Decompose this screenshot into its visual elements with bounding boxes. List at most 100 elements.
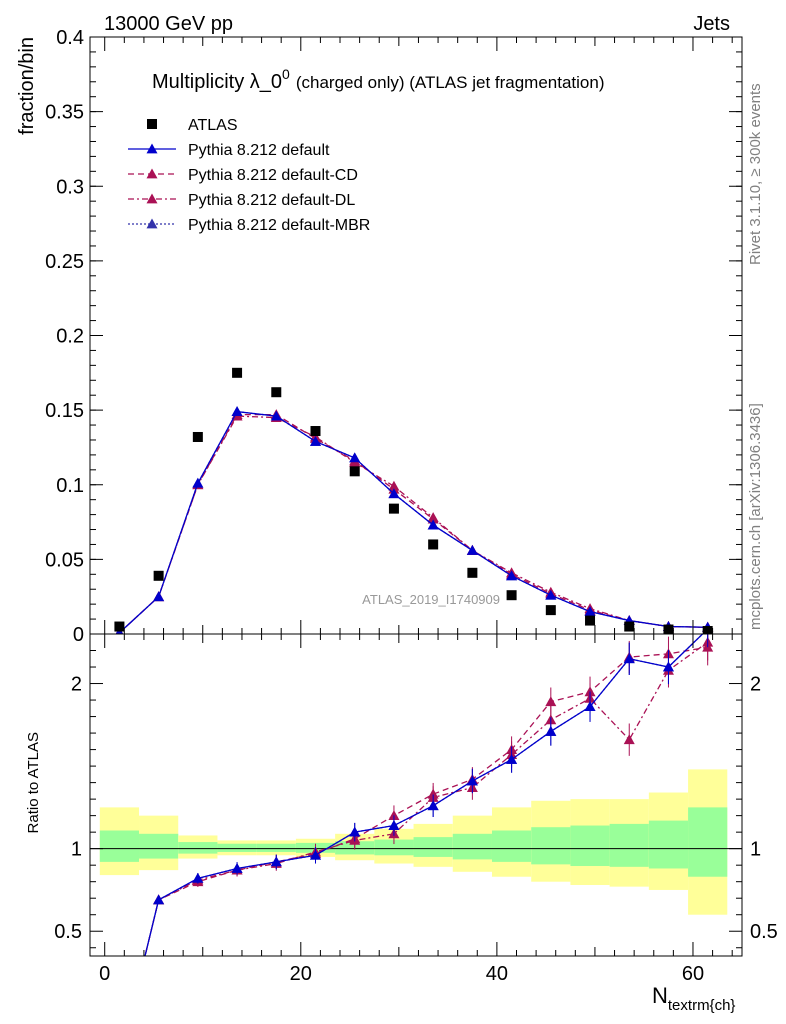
ratio-ytick-label-right: 2 bbox=[750, 674, 761, 696]
ratio-ylabel: Ratio to ATLAS bbox=[25, 732, 42, 833]
ratio-point-cd bbox=[427, 788, 439, 799]
main-point-atlas bbox=[388, 503, 399, 514]
ratio-point-cd bbox=[388, 810, 400, 821]
main-point-atlas bbox=[271, 387, 282, 398]
main-point-default bbox=[231, 406, 243, 417]
ratio-ytick-label-left: 1 bbox=[71, 839, 82, 861]
main-point-default bbox=[192, 477, 204, 488]
band-inner-bin bbox=[139, 833, 179, 859]
main-point-atlas bbox=[349, 466, 360, 477]
band-inner-bin bbox=[648, 820, 689, 869]
legend-label-dl: Pythia 8.212 default-DL bbox=[188, 192, 355, 209]
band-inner-bin bbox=[570, 825, 610, 867]
legend-label-cd: Pythia 8.212 default-CD bbox=[188, 167, 358, 184]
legend-label-atlas: ATLAS bbox=[188, 117, 238, 134]
main-point-atlas bbox=[310, 426, 321, 437]
main-line-default bbox=[118, 410, 708, 634]
band-inner-bin bbox=[531, 827, 571, 865]
header-right: Jets bbox=[693, 13, 730, 35]
legend: ATLAS Pythia 8.212 default Pythia 8.212 de… bbox=[128, 117, 370, 234]
main-ytick-label: 0.4 bbox=[56, 27, 84, 49]
main-point-atlas bbox=[192, 431, 203, 442]
chart-title-rest: (charged only) (ATLAS jet fragmentation) bbox=[296, 73, 605, 92]
legend-marker-dl bbox=[146, 193, 158, 204]
main-point-default bbox=[349, 452, 361, 463]
ratio-xtick-label: 0 bbox=[99, 963, 110, 985]
main-ytick-label: 0 bbox=[73, 624, 84, 646]
ratio-series bbox=[144, 634, 714, 956]
main-ytick-label: 0.25 bbox=[45, 251, 84, 273]
legend-label-default: Pythia 8.212 default bbox=[188, 142, 330, 159]
ratio-xtick-label: 60 bbox=[682, 963, 704, 985]
legend-marker-atlas bbox=[147, 119, 157, 129]
ratio-line-default bbox=[144, 634, 704, 956]
band-inner-bin bbox=[452, 833, 492, 860]
main-point-default bbox=[506, 570, 518, 581]
ratio-point-default bbox=[349, 826, 361, 837]
main-series bbox=[114, 367, 714, 634]
chart-title-main: Multiplicity λ_0 bbox=[152, 71, 282, 93]
main-point-default bbox=[545, 589, 557, 600]
chart-title-sup: 0 bbox=[282, 66, 290, 82]
analysis-watermark: ATLAS_2019_I1740909 bbox=[362, 592, 500, 607]
ratio-point-dl bbox=[623, 734, 635, 745]
ratio-ytick-label-right: 1 bbox=[750, 839, 761, 861]
band-inner-bin bbox=[99, 830, 140, 862]
ratio-bands bbox=[90, 769, 742, 915]
ratio-point-default bbox=[662, 661, 674, 672]
main-point-default bbox=[270, 410, 282, 421]
main-line-cd bbox=[118, 413, 708, 634]
band-inner-bin bbox=[688, 807, 728, 877]
main-point-atlas bbox=[545, 605, 556, 616]
ratio-point-default bbox=[545, 725, 557, 736]
mcplots-label: mcplots.cern.ch [arXiv:1306.3436] bbox=[747, 403, 764, 630]
chart-title: Multiplicity λ_00 (charged only) (ATLAS j… bbox=[152, 66, 605, 93]
ratio-frame bbox=[89, 633, 743, 957]
band-inner-bin bbox=[374, 839, 414, 856]
ratio-xtick-label: 40 bbox=[486, 963, 508, 985]
main-point-atlas bbox=[467, 567, 478, 578]
main-point-atlas bbox=[506, 590, 517, 601]
ratio-point-default bbox=[192, 872, 204, 883]
band-inner-bin bbox=[178, 842, 218, 854]
ratio-point-default bbox=[153, 894, 165, 905]
main-point-default bbox=[584, 606, 596, 617]
ratio-xlabel-sub: textrm{ch} bbox=[668, 997, 736, 1014]
ratio-point-default bbox=[466, 775, 478, 786]
main-point-atlas bbox=[702, 626, 713, 634]
main-ytick-label: 0.2 bbox=[56, 326, 84, 348]
ratio-ytick-label-left: 0.5 bbox=[54, 921, 82, 943]
axes: 00.050.10.150.20.250.30.350.40 20 40 600.5 0… bbox=[45, 27, 778, 985]
ratio-xlabel: Ntextrm{ch} bbox=[652, 983, 735, 1014]
ratio-point-default bbox=[388, 820, 400, 830]
ratio-point-default bbox=[623, 653, 635, 664]
band-inner-bin bbox=[609, 823, 649, 867]
band-inner-bin bbox=[413, 837, 453, 857]
band-inner-bin bbox=[217, 843, 257, 852]
main-point-default bbox=[466, 544, 478, 555]
rivet-label: Rivet 3.1.10, ≥ 300k events bbox=[747, 83, 764, 265]
main-point-default bbox=[427, 519, 439, 530]
main-point-atlas bbox=[624, 621, 635, 632]
main-point-default bbox=[153, 591, 165, 602]
ratio-point-default bbox=[270, 856, 282, 867]
main-point-atlas bbox=[232, 367, 243, 378]
ratio-ytick-label-left: 2 bbox=[71, 674, 82, 696]
main-ytick-label: 0.35 bbox=[45, 102, 84, 124]
ratio-xlabel-main: N bbox=[652, 983, 668, 1008]
main-ytick-label: 0.15 bbox=[45, 400, 84, 422]
legend-label-mbr: Pythia 8.212 default-MBR bbox=[188, 217, 370, 234]
main-point-atlas bbox=[114, 621, 125, 632]
ratio-point-default bbox=[310, 849, 322, 860]
main-ytick-label: 0.05 bbox=[45, 549, 84, 571]
main-ytick-label: 0.3 bbox=[56, 176, 84, 198]
main-point-cd bbox=[427, 513, 439, 524]
main-ytick-label: 0.1 bbox=[56, 475, 84, 497]
ratio-point-default bbox=[427, 800, 439, 811]
legend-marker-mbr bbox=[146, 218, 158, 229]
main-point-default bbox=[388, 488, 400, 499]
main-point-atlas bbox=[428, 539, 439, 550]
band-inner-bin bbox=[491, 830, 532, 862]
legend-marker-default bbox=[146, 143, 158, 154]
